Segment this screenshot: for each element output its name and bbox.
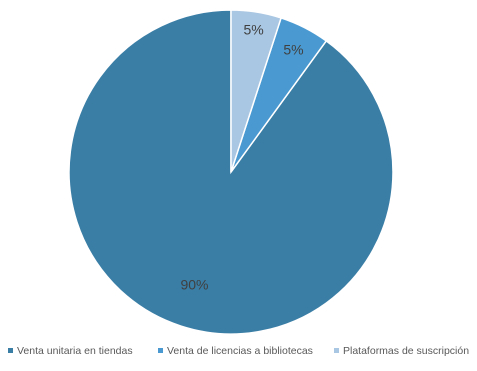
legend-swatch-1 xyxy=(8,348,13,353)
data-label-2: 5% xyxy=(283,41,303,57)
legend-label-3: Plataformas de suscripción xyxy=(343,345,469,357)
legend-swatch-2 xyxy=(158,348,163,353)
legend-label-2: Venta de licencias a bibliotecas xyxy=(167,345,313,357)
data-label-3: 5% xyxy=(243,22,263,38)
legend-label-1: Venta unitaria en tiendas xyxy=(17,345,133,357)
legend-swatch-3 xyxy=(334,348,339,353)
pie-slice-3 xyxy=(230,9,283,173)
pie-slices xyxy=(68,9,394,335)
legend: Venta unitaria en tiendas Venta de licenc… xyxy=(8,345,469,357)
pie-data-labels: 90% 5% 5% xyxy=(180,22,303,293)
data-label-1: 90% xyxy=(180,276,208,292)
